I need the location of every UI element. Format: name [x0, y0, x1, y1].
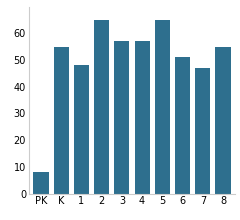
Bar — [54, 47, 69, 194]
Bar — [74, 65, 89, 194]
Bar — [94, 20, 109, 194]
Bar — [135, 41, 150, 194]
Bar — [195, 68, 210, 194]
Bar — [216, 47, 231, 194]
Bar — [114, 41, 129, 194]
Bar — [155, 20, 170, 194]
Bar — [33, 172, 48, 194]
Bar — [175, 57, 190, 194]
